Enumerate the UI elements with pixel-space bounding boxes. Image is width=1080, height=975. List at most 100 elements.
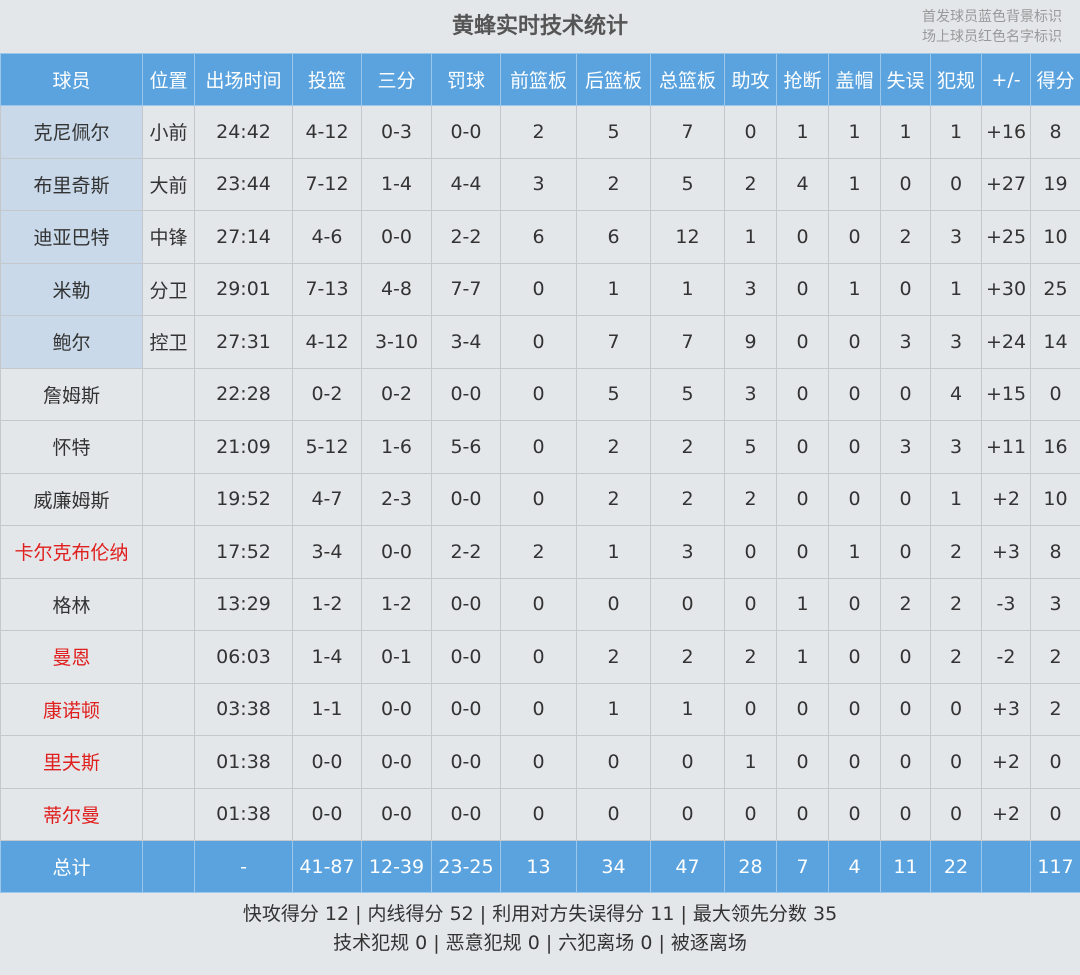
player-name[interactable]: 米勒	[0, 262, 143, 316]
stat-cell: 0	[650, 787, 725, 841]
stat-cell: 9	[724, 315, 777, 369]
total-cell: 22	[930, 840, 982, 893]
stat-cell: 1	[880, 105, 931, 159]
stat-cell: 3	[724, 367, 777, 421]
stat-cell: 12	[650, 210, 725, 264]
player-name[interactable]: 怀特	[0, 420, 143, 474]
stat-cell: 0	[576, 735, 651, 789]
stat-cell: 0	[828, 735, 881, 789]
player-name[interactable]: 蒂尔曼	[0, 787, 143, 841]
column-header[interactable]: +/-	[981, 53, 1031, 106]
stat-cell: 分卫	[142, 262, 195, 316]
stat-cell: 0	[500, 682, 577, 736]
stat-cell: 0	[828, 315, 881, 369]
stat-cell: +2	[981, 787, 1031, 841]
stat-cell: 0	[880, 630, 931, 684]
total-cell: 117	[1030, 840, 1080, 893]
stat-cell: +3	[981, 682, 1031, 736]
stat-cell: 2	[1030, 630, 1080, 684]
column-header[interactable]: 助攻	[724, 53, 777, 106]
column-header[interactable]: 罚球	[431, 53, 501, 106]
player-name[interactable]: 曼恩	[0, 630, 143, 684]
column-header[interactable]: 位置	[142, 53, 195, 106]
stat-cell: 0-0	[431, 577, 501, 631]
column-header[interactable]: 后篮板	[576, 53, 651, 106]
stat-cell: 0-2	[361, 367, 432, 421]
stat-cell: 0	[828, 210, 881, 264]
player-name[interactable]: 詹姆斯	[0, 367, 143, 421]
stat-cell: 1	[576, 525, 651, 579]
column-header[interactable]: 犯规	[930, 53, 982, 106]
stat-cell: 0	[880, 367, 931, 421]
total-cell: 7	[776, 840, 829, 893]
stat-cell: 3-10	[361, 315, 432, 369]
stat-cell: 2	[724, 157, 777, 211]
stat-cell: 01:38	[194, 735, 293, 789]
stat-cell: 3	[930, 315, 982, 369]
stat-cell	[142, 420, 195, 474]
column-header[interactable]: 抢断	[776, 53, 829, 106]
stat-cell: 4-7	[292, 472, 362, 526]
stat-cell: 0	[500, 262, 577, 316]
stat-cell: 0	[828, 682, 881, 736]
table-row: 卡尔克布伦纳 17:52 3-4 0-0 2-2 2 1 3 0 0 1 0 2 +3 8	[0, 525, 1080, 579]
stat-cell: 1	[650, 682, 725, 736]
column-header[interactable]: 前篮板	[500, 53, 577, 106]
stat-cell: 0	[880, 525, 931, 579]
column-header[interactable]: 球员	[0, 53, 143, 106]
stat-cell	[142, 525, 195, 579]
stat-cell: 0-3	[361, 105, 432, 159]
stat-cell: 25	[1030, 262, 1080, 316]
stat-cell: 2	[576, 420, 651, 474]
player-name[interactable]: 格林	[0, 577, 143, 631]
column-header[interactable]: 出场时间	[194, 53, 293, 106]
stat-cell: 0-0	[431, 787, 501, 841]
stat-cell: 0	[724, 577, 777, 631]
table-row: 怀特 21:09 5-12 1-6 5-6 0 2 2 5 0 0 3 3 +11 16	[0, 420, 1080, 474]
total-cell: 47	[650, 840, 725, 893]
player-name[interactable]: 康诺顿	[0, 682, 143, 736]
page-title: 黄蜂实时技术统计	[451, 14, 628, 39]
stat-cell: 0	[650, 577, 725, 631]
stat-cell: 0-0	[361, 525, 432, 579]
stat-cell: 0	[1030, 787, 1080, 841]
player-name[interactable]: 卡尔克布伦纳	[0, 525, 143, 579]
column-header[interactable]: 得分	[1030, 53, 1080, 106]
stat-cell: 1	[776, 630, 829, 684]
stat-cell: 0	[776, 735, 829, 789]
stat-cell: 1	[576, 262, 651, 316]
stat-cell: 3	[1030, 577, 1080, 631]
stat-cell: 1	[576, 682, 651, 736]
stat-cell	[142, 682, 195, 736]
stat-cell: 17:52	[194, 525, 293, 579]
stat-cell: 7-7	[431, 262, 501, 316]
stat-cell	[142, 630, 195, 684]
player-name[interactable]: 里夫斯	[0, 735, 143, 789]
column-header[interactable]: 总篮板	[650, 53, 725, 106]
player-name[interactable]: 鲍尔	[0, 315, 143, 369]
stat-cell: 21:09	[194, 420, 293, 474]
column-header[interactable]: 投篮	[292, 53, 362, 106]
table-row: 詹姆斯 22:28 0-2 0-2 0-0 0 5 5 3 0 0 0 4 +15 0	[0, 367, 1080, 421]
stat-cell: 0	[724, 682, 777, 736]
stat-cell: 0	[500, 367, 577, 421]
stat-cell: 0-0	[431, 630, 501, 684]
column-header[interactable]: 失误	[880, 53, 931, 106]
stat-cell: 4-4	[431, 157, 501, 211]
stat-cell: 0	[880, 157, 931, 211]
stat-cell: 3	[930, 420, 982, 474]
stats-table: 球员 位置 出场时间 投篮 三分 罚球 前篮板 后篮板 总篮板 助攻 抢断 盖帽 失误 犯规 +/- 得分 克…	[0, 53, 1080, 893]
player-name[interactable]: 布里奇斯	[0, 157, 143, 211]
stat-cell: 0-0	[292, 735, 362, 789]
stat-cell: 3	[650, 525, 725, 579]
player-name[interactable]: 克尼佩尔	[0, 105, 143, 159]
stat-cell: 4-12	[292, 105, 362, 159]
stat-cell: 1	[828, 525, 881, 579]
column-header[interactable]: 三分	[361, 53, 432, 106]
stat-cell: 23:44	[194, 157, 293, 211]
column-header[interactable]: 盖帽	[828, 53, 881, 106]
stat-cell: +15	[981, 367, 1031, 421]
player-name[interactable]: 威廉姆斯	[0, 472, 143, 526]
stat-cell: 0	[930, 787, 982, 841]
player-name[interactable]: 迪亚巴特	[0, 210, 143, 264]
